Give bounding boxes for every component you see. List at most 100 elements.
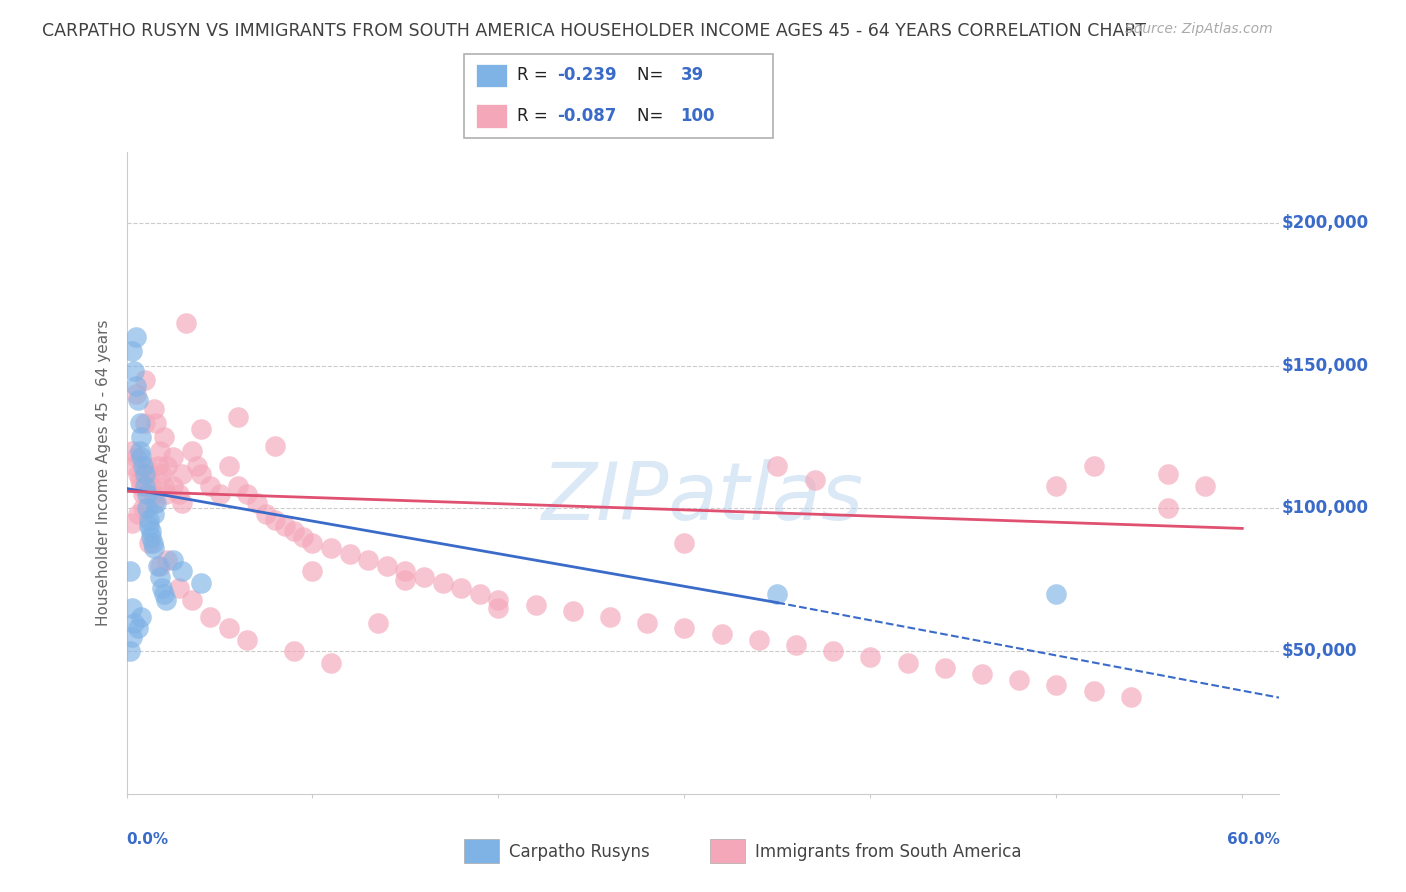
Point bbox=[145, 496, 167, 510]
Point bbox=[121, 630, 143, 644]
Point bbox=[748, 632, 770, 647]
Point bbox=[1083, 458, 1105, 473]
Point bbox=[139, 530, 162, 544]
Point bbox=[167, 582, 190, 596]
Point bbox=[125, 378, 148, 392]
Point bbox=[120, 644, 142, 658]
Point bbox=[127, 467, 149, 482]
Point bbox=[122, 615, 145, 630]
Point bbox=[150, 467, 173, 482]
Point bbox=[226, 410, 249, 425]
Point bbox=[934, 661, 956, 675]
Point bbox=[131, 610, 153, 624]
Point bbox=[180, 592, 202, 607]
Point bbox=[143, 541, 166, 556]
Point bbox=[134, 373, 156, 387]
Point bbox=[636, 615, 658, 630]
Point bbox=[138, 513, 160, 527]
Point bbox=[218, 458, 240, 473]
Text: N=: N= bbox=[637, 66, 669, 84]
Point bbox=[127, 621, 149, 635]
Point bbox=[122, 364, 145, 378]
Point bbox=[803, 473, 825, 487]
Point bbox=[1008, 673, 1031, 687]
Point bbox=[121, 516, 143, 530]
Point bbox=[172, 564, 194, 578]
Point bbox=[190, 575, 212, 590]
Point bbox=[561, 604, 583, 618]
Point bbox=[1194, 478, 1216, 492]
Point bbox=[156, 553, 179, 567]
Point bbox=[131, 478, 153, 492]
Point bbox=[432, 575, 454, 590]
Text: R =: R = bbox=[516, 66, 553, 84]
Point bbox=[132, 458, 155, 473]
Point bbox=[896, 656, 918, 670]
Point bbox=[766, 458, 789, 473]
Point bbox=[138, 518, 160, 533]
Text: $150,000: $150,000 bbox=[1282, 357, 1369, 375]
Point bbox=[121, 344, 143, 359]
Point bbox=[132, 487, 155, 501]
Point bbox=[1157, 501, 1180, 516]
Point bbox=[283, 524, 305, 539]
Point bbox=[172, 467, 194, 482]
Point bbox=[162, 478, 184, 492]
Point bbox=[155, 592, 177, 607]
Point bbox=[136, 501, 159, 516]
Point bbox=[264, 439, 287, 453]
Point bbox=[673, 621, 696, 635]
Point bbox=[125, 387, 148, 401]
Point bbox=[142, 535, 165, 549]
Point bbox=[128, 444, 150, 458]
Point bbox=[172, 496, 194, 510]
Point bbox=[143, 496, 166, 510]
Text: Immigrants from South America: Immigrants from South America bbox=[755, 843, 1022, 861]
Point bbox=[710, 627, 733, 641]
Point bbox=[120, 564, 142, 578]
Text: 60.0%: 60.0% bbox=[1226, 832, 1279, 847]
Text: CARPATHO RUSYN VS IMMIGRANTS FROM SOUTH AMERICA HOUSEHOLDER INCOME AGES 45 - 64 : CARPATHO RUSYN VS IMMIGRANTS FROM SOUTH … bbox=[42, 22, 1146, 40]
Point bbox=[236, 487, 259, 501]
Text: Carpatho Rusyns: Carpatho Rusyns bbox=[509, 843, 650, 861]
Point bbox=[149, 558, 172, 573]
Point bbox=[145, 416, 167, 430]
Text: ZIPatlas: ZIPatlas bbox=[541, 459, 865, 538]
Point bbox=[139, 478, 162, 492]
Text: 100: 100 bbox=[681, 107, 716, 125]
Point bbox=[246, 496, 269, 510]
Point bbox=[208, 487, 231, 501]
Point bbox=[190, 467, 212, 482]
Point bbox=[319, 541, 342, 556]
Point bbox=[766, 587, 789, 601]
Text: $100,000: $100,000 bbox=[1282, 500, 1369, 517]
Point bbox=[339, 547, 361, 561]
Point bbox=[128, 416, 150, 430]
Point bbox=[186, 458, 208, 473]
Point bbox=[152, 478, 174, 492]
FancyBboxPatch shape bbox=[464, 54, 773, 138]
Point bbox=[128, 473, 150, 487]
Point bbox=[136, 458, 159, 473]
Point bbox=[152, 587, 174, 601]
Point bbox=[138, 467, 160, 482]
Point bbox=[673, 535, 696, 549]
Point bbox=[1119, 690, 1142, 704]
Text: -0.087: -0.087 bbox=[557, 107, 616, 125]
Point bbox=[125, 450, 148, 464]
Point bbox=[121, 601, 143, 615]
Point bbox=[357, 553, 380, 567]
Point bbox=[134, 416, 156, 430]
Point bbox=[254, 507, 277, 521]
Point bbox=[139, 524, 162, 539]
Point bbox=[273, 518, 295, 533]
Point bbox=[859, 649, 882, 664]
Point bbox=[823, 644, 845, 658]
Point bbox=[167, 487, 190, 501]
Point bbox=[488, 592, 510, 607]
Point bbox=[136, 487, 159, 501]
Point bbox=[162, 450, 184, 464]
Point bbox=[132, 501, 155, 516]
Point bbox=[301, 564, 323, 578]
Point bbox=[143, 507, 166, 521]
